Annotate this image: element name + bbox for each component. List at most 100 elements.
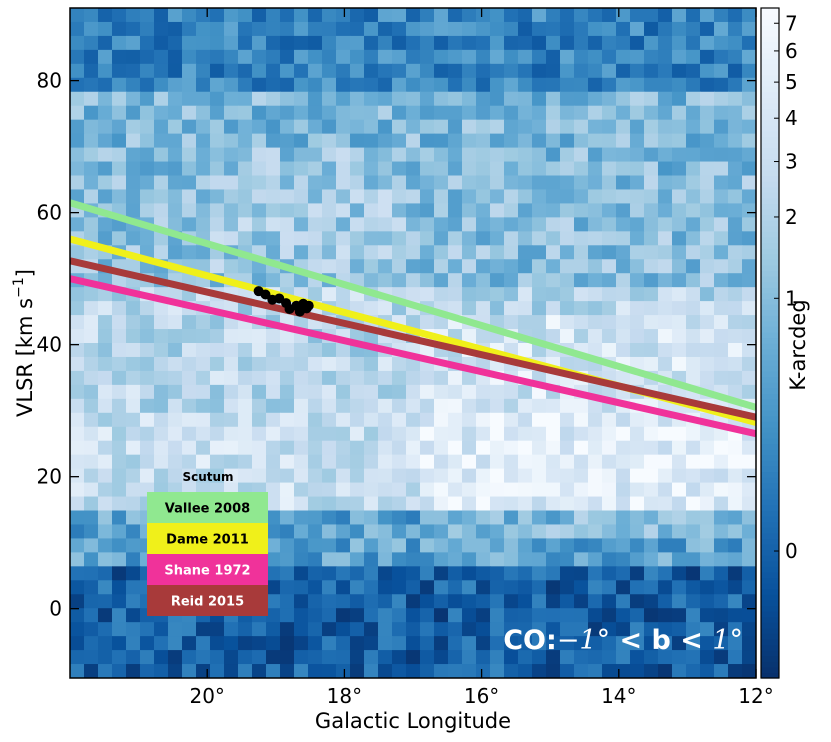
heatmap-cell (658, 91, 673, 107)
heatmap-cell (252, 147, 267, 163)
heatmap-cell (546, 524, 561, 540)
heatmap-cell (700, 217, 715, 232)
heatmap-cell (518, 384, 533, 400)
heatmap-cell (196, 189, 211, 205)
heatmap-cell (686, 63, 701, 79)
heatmap-cell (182, 315, 197, 330)
heatmap-cell (406, 35, 421, 51)
heatmap-cell (602, 259, 617, 274)
heatmap-cell (266, 105, 281, 121)
heatmap-cell (308, 119, 323, 135)
heatmap-cell (434, 482, 449, 498)
colorbar-segment (761, 80, 779, 87)
colorbar-segment (761, 410, 779, 417)
heatmap-cell (84, 301, 99, 316)
heatmap-cell (294, 496, 309, 512)
heatmap-cell (280, 63, 295, 79)
colorbar-segment (761, 354, 779, 361)
heatmap-cell (532, 496, 547, 512)
heatmap-cell (448, 398, 463, 414)
heatmap-cell (616, 8, 631, 23)
heatmap-cell (308, 21, 323, 37)
heatmap-cell (406, 384, 421, 400)
heatmap-cell (210, 91, 225, 107)
heatmap-cell (350, 21, 365, 37)
heatmap-cell (84, 482, 99, 498)
heatmap-cell (350, 454, 365, 470)
heatmap-cell (714, 203, 729, 218)
heatmap-cell (434, 189, 449, 205)
heatmap-cell (406, 468, 421, 484)
heatmap-cell (140, 231, 155, 246)
colorbar-segment (761, 359, 779, 366)
heatmap-cell (546, 21, 561, 37)
heatmap-cell (476, 8, 491, 23)
heatmap-cell (84, 650, 99, 665)
heatmap-cell (322, 552, 337, 567)
heatmap-cell (406, 552, 421, 567)
heatmap-cell (742, 63, 756, 79)
heatmap-cell (644, 594, 659, 609)
x-tick-label: 12° (738, 684, 773, 708)
heatmap-cell (574, 259, 589, 274)
heatmap-cell (490, 49, 505, 65)
heatmap-cell (140, 35, 155, 51)
heatmap-cell (168, 636, 183, 651)
heatmap-cell (616, 524, 631, 540)
heatmap-cell (630, 217, 645, 232)
heatmap-cell (476, 398, 491, 414)
heatmap-cell (252, 21, 267, 37)
heatmap-cell (714, 482, 729, 498)
heatmap-cell (462, 245, 477, 260)
heatmap-cell (518, 440, 533, 456)
heatmap-cell (504, 49, 519, 65)
heatmap-cell (294, 384, 309, 400)
heatmap-cell (630, 664, 645, 678)
heatmap-cell (322, 482, 337, 498)
heatmap-cell (84, 105, 99, 121)
x-tick-label: 18° (327, 684, 362, 708)
heatmap-cell (322, 468, 337, 484)
heatmap-cell (588, 510, 603, 526)
colorbar-segment (761, 63, 779, 71)
heatmap-cell (70, 510, 85, 526)
heatmap-cell (126, 77, 141, 93)
colorbar-segment (761, 326, 779, 333)
heatmap-cell (546, 664, 561, 678)
heatmap-cell (406, 426, 421, 442)
heatmap-cell (518, 398, 533, 414)
heatmap-cell (574, 175, 589, 191)
heatmap-cell (434, 77, 449, 93)
heatmap-cell (112, 8, 127, 23)
heatmap-cell (602, 580, 617, 595)
heatmap-cell (392, 77, 407, 93)
heatmap-cell (602, 273, 617, 288)
heatmap-cell (154, 384, 169, 400)
heatmap-cell (336, 496, 351, 512)
heatmap-cell (532, 77, 547, 93)
heatmap-cell (336, 650, 351, 665)
heatmap-cell (266, 398, 281, 414)
heatmap-cell (714, 301, 729, 316)
heatmap-cell (266, 440, 281, 456)
heatmap-cell (672, 496, 687, 512)
heatmap-cell (686, 231, 701, 246)
heatmap-cell (238, 105, 253, 121)
heatmap-cell (462, 119, 477, 135)
heatmap-cell (462, 482, 477, 498)
heatmap-cell (672, 147, 687, 163)
heatmap-cell (406, 8, 421, 23)
heatmap-cell (294, 622, 309, 637)
heatmap-cell (588, 231, 603, 246)
heatmap-cell (140, 384, 155, 400)
heatmap-cell (280, 664, 295, 678)
heatmap-cell (658, 622, 673, 637)
heatmap-cell (364, 147, 379, 163)
heatmap-cell (98, 580, 113, 595)
heatmap-cell (532, 426, 547, 442)
heatmap-cell (280, 35, 295, 51)
heatmap-cell (154, 370, 169, 386)
heatmap-cell (588, 161, 603, 177)
heatmap-cell (210, 63, 225, 79)
heatmap-cell (560, 552, 575, 567)
